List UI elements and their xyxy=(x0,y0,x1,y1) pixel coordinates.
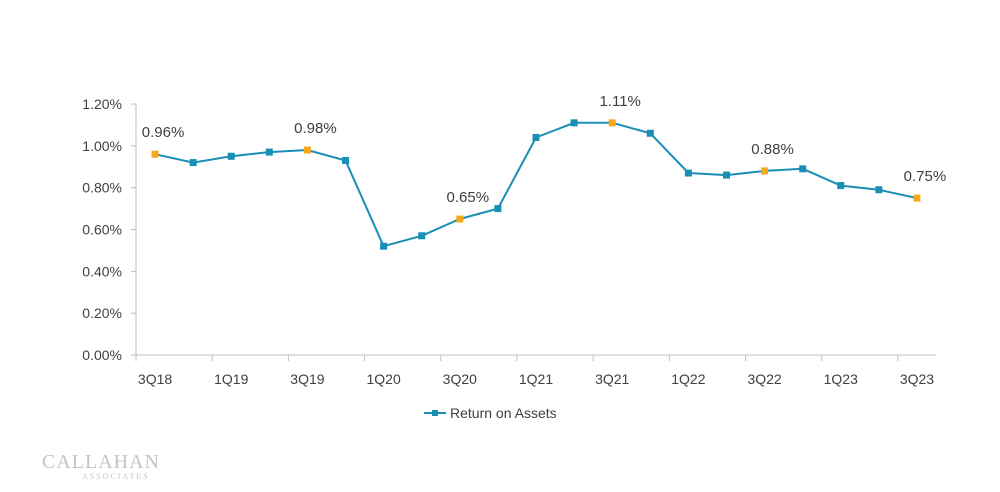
highlighted-point-marker xyxy=(608,119,616,127)
x-tick-label: 3Q20 xyxy=(443,371,477,387)
x-tick-label: 3Q22 xyxy=(747,371,781,387)
x-tick-label: 1Q20 xyxy=(366,371,400,387)
point-marker xyxy=(646,129,654,137)
legend-swatch xyxy=(424,407,446,419)
data-label: 0.98% xyxy=(294,120,337,137)
point-marker xyxy=(837,182,845,190)
y-tick-label: 0.40% xyxy=(82,263,122,279)
point-marker xyxy=(570,119,578,127)
legend-marker xyxy=(432,410,438,416)
x-tick-label: 1Q22 xyxy=(671,371,705,387)
point-marker xyxy=(722,171,730,179)
callahan-logo: CALLAHAN ASSOCIATES xyxy=(42,452,162,482)
x-tick-label: 3Q21 xyxy=(595,371,629,387)
logo-subtext: ASSOCIATES xyxy=(82,472,150,481)
y-tick-label: 0.60% xyxy=(82,222,122,238)
point-marker xyxy=(342,156,350,164)
y-tick-label: 1.00% xyxy=(82,138,122,154)
point-marker xyxy=(418,232,426,240)
point-marker xyxy=(227,152,235,160)
x-tick-label: 3Q23 xyxy=(900,371,934,387)
point-marker xyxy=(380,242,388,250)
highlighted-point-marker xyxy=(456,215,464,223)
data-label: 0.75% xyxy=(904,168,947,185)
data-label: 0.65% xyxy=(447,189,490,206)
logo-text: CALLAHAN xyxy=(42,451,160,473)
data-label: 0.96% xyxy=(142,124,185,141)
y-tick-label: 0.80% xyxy=(82,180,122,196)
legend-label: Return on Assets xyxy=(450,405,557,421)
point-marker xyxy=(799,165,807,173)
point-marker xyxy=(684,169,692,177)
y-tick-label: 0.20% xyxy=(82,305,122,321)
y-tick-label: 0.00% xyxy=(82,347,122,363)
data-label: 0.88% xyxy=(751,141,794,158)
data-label: 1.11% xyxy=(599,93,640,110)
series-return-on-assets xyxy=(151,119,921,250)
highlighted-point-marker xyxy=(761,167,769,175)
point-marker xyxy=(875,186,883,194)
x-tick-label: 1Q19 xyxy=(214,371,248,387)
series-line xyxy=(154,121,918,248)
point-marker xyxy=(532,133,540,141)
x-tick-label: 1Q21 xyxy=(519,371,553,387)
x-tick-label: 3Q18 xyxy=(138,371,172,387)
highlighted-point-marker xyxy=(151,150,159,158)
point-marker xyxy=(494,205,502,213)
y-tick-label: 1.20% xyxy=(82,96,122,112)
axes xyxy=(135,104,936,356)
legend: Return on Assets xyxy=(424,405,557,421)
point-marker xyxy=(265,148,273,156)
highlighted-point-marker xyxy=(913,194,921,202)
highlighted-point-marker xyxy=(303,146,311,154)
point-marker xyxy=(189,159,197,167)
x-axis-ticks: 3Q18 1Q19 3Q19 1Q20 3Q20 1Q21 3Q21 1Q22 3Q22 1Q23… xyxy=(135,355,934,387)
x-tick-label: 3Q19 xyxy=(290,371,324,387)
x-tick-label: 1Q23 xyxy=(824,371,858,387)
y-axis-ticks: 0.00% 0.20% 0.40% 0.60% 0.80% 1.00% 1.20% xyxy=(82,96,136,363)
data-labels: 0.96% 0.98% 0.65% 1.11% 0.88% 0.75% xyxy=(142,93,946,206)
